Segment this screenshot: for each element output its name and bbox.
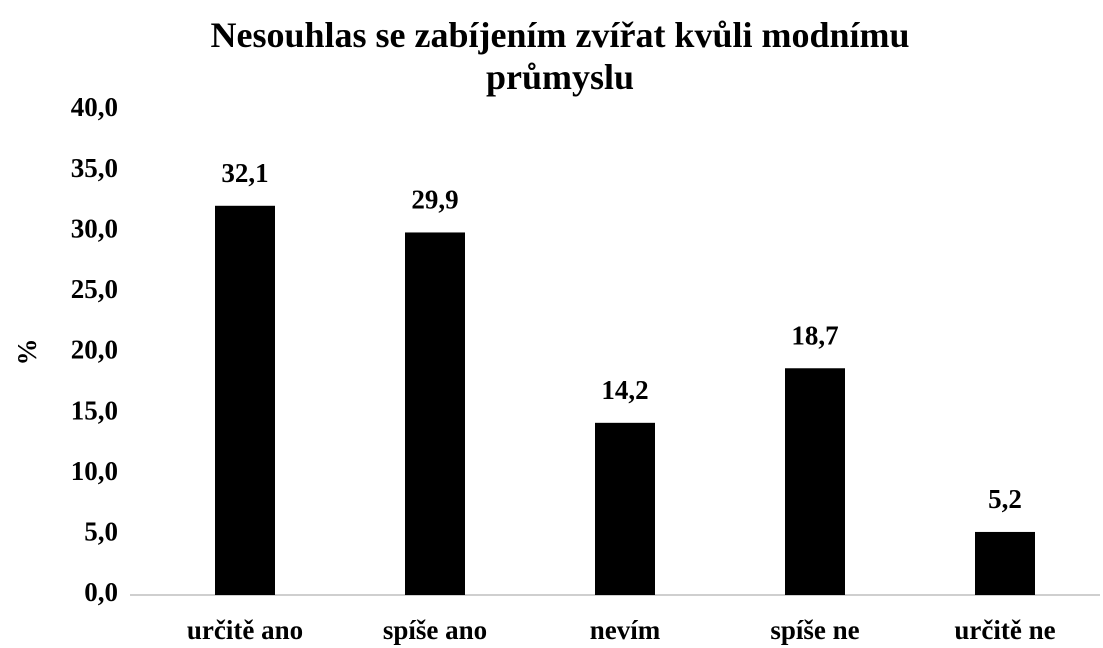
bar (785, 368, 845, 595)
bar (975, 531, 1035, 595)
x-tick-label: spíše ano (383, 615, 487, 645)
y-tick-label: 20,0 (71, 335, 118, 365)
chart-title: Nesouhlas se zabíjením zvířat kvůli modn… (210, 15, 910, 97)
data-label: 32,1 (221, 158, 268, 188)
bar (405, 232, 465, 595)
bar (595, 422, 655, 595)
y-tick-label: 40,0 (71, 92, 118, 122)
y-tick-label: 25,0 (71, 274, 118, 304)
x-tick-label: nevím (590, 615, 661, 645)
data-label: 18,7 (791, 320, 838, 350)
x-tick-label: určitě ne (954, 615, 1055, 645)
y-tick-label: 5,0 (84, 517, 118, 547)
y-tick-label: 10,0 (71, 456, 118, 486)
x-tick-label: spíše ne (770, 615, 859, 645)
bar (215, 205, 275, 595)
data-label: 14,2 (601, 375, 648, 405)
y-tick-label: 0,0 (84, 577, 118, 607)
data-label: 5,2 (988, 484, 1022, 514)
x-tick-label: určitě ano (187, 615, 303, 645)
y-tick-label: 35,0 (71, 153, 118, 183)
data-label: 29,9 (411, 185, 458, 215)
y-axis-label: % (12, 339, 42, 366)
y-tick-label: 15,0 (71, 395, 118, 425)
y-tick-label: 30,0 (71, 213, 118, 243)
